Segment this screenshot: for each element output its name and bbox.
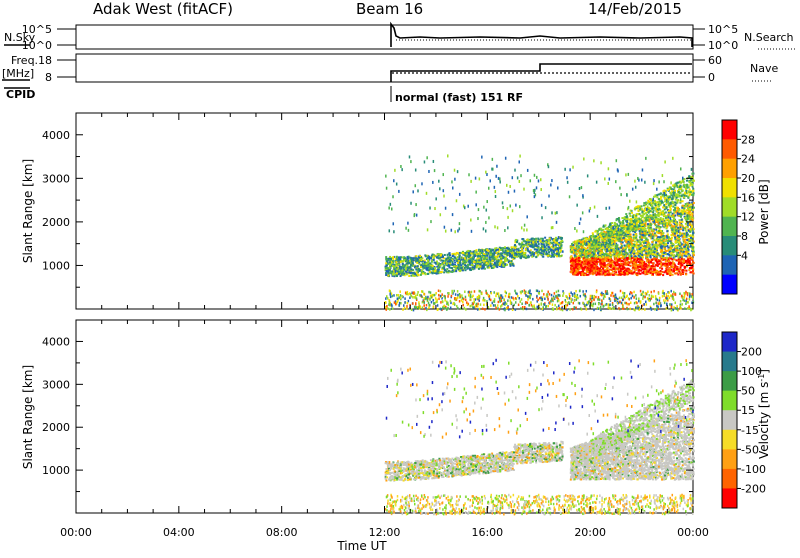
power-colorbar-tick: 4	[741, 249, 748, 262]
power-colorbar-swatch	[722, 159, 737, 179]
power-ytick-label: 2000	[42, 216, 70, 229]
power-colorbar-tick: 24	[741, 153, 755, 166]
freq-label: Freq.	[11, 54, 38, 67]
velocity-ytick-label: 2000	[42, 421, 70, 434]
nsearch-tick-bottom: 10^0	[708, 39, 738, 52]
power-colorbar-swatch	[722, 236, 737, 256]
beam-title: Beam 16	[356, 0, 423, 18]
velocity-colorbar-swatch	[722, 332, 737, 352]
velocity-colorbar-tick: 200	[741, 346, 762, 359]
nsky-trace	[391, 24, 692, 47]
nsky-panel: N.Sky 10^5 10^0 10^5 10^0 N.Search	[4, 23, 796, 52]
velocity-ytick-label: 4000	[42, 335, 70, 348]
velocity-label-main: Velocity [m s	[757, 382, 771, 459]
cpid-value: normal (fast) 151 RF	[395, 91, 523, 104]
freq-tick-bottom: 8	[45, 71, 52, 84]
velocity-colorbar-tick: -100	[741, 463, 766, 476]
velocity-colorbar-swatch	[722, 410, 737, 430]
power-colorbar-swatch	[722, 197, 737, 217]
velocity-label-end: ]	[757, 369, 771, 374]
velocity-colorbar-swatch	[722, 469, 737, 489]
nsearch-label: N.Search	[744, 31, 794, 44]
x-axis-ticks: 00:00 04:00 08:00 12:00 16:00 20:00 00:00	[60, 526, 709, 539]
power-colorbar-tick: 12	[741, 211, 755, 224]
power-colorbar-tick: 28	[741, 133, 755, 146]
nave-tick-top: 60	[708, 54, 722, 67]
power-ytick-label: 3000	[42, 172, 70, 185]
freq-panel: Freq. [MHz] 18 8 60 0 Nave	[2, 54, 778, 84]
power-panel: 1000 2000 3000 4000 Slant Range [km] 28 24 20…	[21, 113, 755, 311]
velocity-colorbar-tick: -200	[741, 482, 766, 495]
power-colorbar: 28 24 20 16 12 8 4	[722, 120, 755, 295]
power-scatter	[385, 154, 695, 311]
x-axis-label: Time UT	[336, 539, 387, 553]
velocity-colorbar-tick: 15	[741, 404, 755, 417]
velocity-ytick-label: 3000	[42, 378, 70, 391]
nsky-tick-bottom: 10^0	[22, 39, 52, 52]
x-tick-label: 20:00	[574, 526, 606, 539]
velocity-colorbar-swatch	[722, 488, 737, 508]
nave-tick-bottom: 0	[708, 71, 715, 84]
date-title: 14/Feb/2015	[588, 0, 682, 18]
velocity-colorbar-label: Velocity [m s-1]	[757, 369, 771, 459]
power-colorbar-swatch	[722, 255, 737, 275]
power-colorbar-swatch	[722, 217, 737, 237]
velocity-ytick-label: 1000	[42, 464, 70, 477]
power-colorbar-label: Power [dB]	[757, 179, 771, 244]
x-tick-label: 00:00	[677, 526, 709, 539]
power-colorbar-swatch	[722, 139, 737, 159]
velocity-label-sup: -1	[757, 374, 766, 382]
power-ylabel: Slant Range [km]	[21, 159, 35, 263]
velocity-scatter	[385, 359, 695, 516]
x-tick-label: 00:00	[60, 526, 92, 539]
velocity-colorbar-swatch	[722, 449, 737, 469]
nsearch-tick-top: 10^5	[708, 23, 738, 36]
x-tick-label: 08:00	[266, 526, 298, 539]
freq-tick-top: 18	[38, 54, 52, 67]
station-title: Adak West (fitACF)	[93, 0, 233, 18]
x-tick-label: 12:00	[369, 526, 401, 539]
velocity-colorbar-swatch	[722, 352, 737, 372]
velocity-colorbar-swatch	[722, 391, 737, 411]
power-colorbar-tick: 8	[741, 230, 748, 243]
velocity-ylabel: Slant Range [km]	[21, 365, 35, 469]
velocity-colorbar-swatch	[722, 430, 737, 450]
x-tick-label: 16:00	[471, 526, 503, 539]
freq-unit: [MHz]	[2, 67, 34, 80]
power-colorbar-swatch	[722, 275, 737, 295]
cpid-row: CPID normal (fast) 151 RF	[4, 86, 523, 104]
velocity-colorbar-tick: 50	[741, 385, 755, 398]
power-colorbar-swatch	[722, 178, 737, 198]
power-ytick-label: 1000	[42, 259, 70, 272]
power-ytick-label: 4000	[42, 129, 70, 142]
x-tick-label: 04:00	[163, 526, 195, 539]
power-colorbar-tick: 20	[741, 172, 755, 185]
power-colorbar-swatch	[722, 120, 737, 140]
power-colorbar-tick: 16	[741, 191, 755, 204]
velocity-colorbar-swatch	[722, 371, 737, 391]
cpid-label: CPID	[6, 88, 35, 101]
nsky-tick-top: 10^5	[22, 23, 52, 36]
nave-label: Nave	[750, 62, 778, 75]
